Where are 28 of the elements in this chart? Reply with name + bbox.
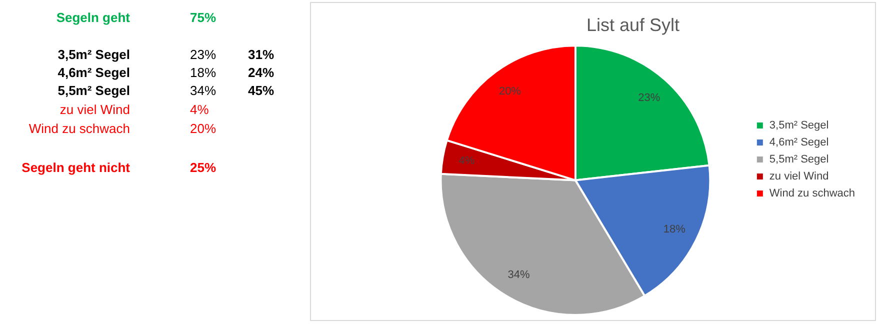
legend-label: 3,5m² Segel [769, 120, 829, 132]
data-label: 20% [498, 85, 522, 98]
text: 45% [248, 83, 274, 99]
data-label: 23% [638, 92, 660, 104]
text: 31% [248, 47, 274, 63]
text: 34% [190, 83, 216, 99]
data-label: 4% [458, 155, 475, 168]
chart-title: List auf Sylt [586, 14, 680, 35]
legend-label: 5,5m² Segel [769, 154, 829, 166]
data-label: 18% [663, 223, 686, 236]
text: Wind zu schwach [28, 121, 130, 137]
text: 18% [190, 65, 216, 81]
text: 3,5m² Segel [58, 47, 130, 63]
text: 5,5m² Segel [58, 83, 130, 99]
text: 23% [190, 47, 216, 63]
text: 25% [190, 160, 216, 176]
text: 4% [190, 102, 209, 118]
text: 4,6m² Segel [58, 65, 130, 81]
data-label: 34% [508, 269, 530, 282]
text: 24% [248, 65, 274, 81]
legend-label: 4,6m² Segel [769, 136, 829, 149]
text: zu viel Wind [60, 102, 130, 118]
text: Segeln geht [56, 10, 130, 26]
legend-label: zu viel Wind [769, 170, 829, 183]
text: 20% [190, 121, 216, 137]
text: 75% [190, 10, 216, 26]
legend-label: Wind zu schwach [769, 188, 856, 200]
text: Segeln geht nicht [22, 160, 130, 176]
